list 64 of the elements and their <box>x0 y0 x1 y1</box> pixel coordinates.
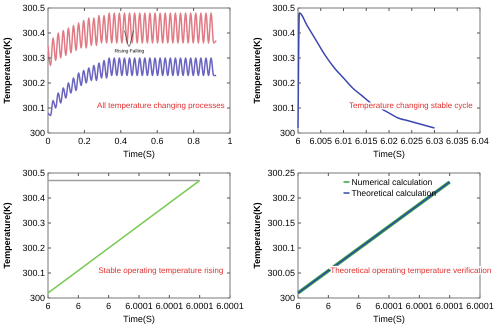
x-tick-label: 6.0001 <box>375 301 403 311</box>
x-tick-label: 6 <box>295 136 301 146</box>
x-tick-label: 6 <box>106 301 112 311</box>
y-tick-label: 300.5 <box>22 168 45 178</box>
annotation: Stable operating temperature rising <box>98 266 224 275</box>
x-axis-title: Time(S) <box>123 149 155 159</box>
x-tick-label: 6.025 <box>400 136 424 146</box>
y-tick-label: 300.1 <box>272 243 295 253</box>
y-tick-label: 300.1 <box>272 103 295 113</box>
x-tick-label: 6.0001 <box>186 301 214 311</box>
y-tick-label: 300.4 <box>272 28 295 38</box>
y-tick-label: 300.2 <box>22 78 45 88</box>
y-tick-label: 300.2 <box>272 193 295 203</box>
x-axis-title: Time(S) <box>123 314 155 324</box>
y-tick-label: 300.1 <box>22 103 45 113</box>
y-tick-label: 300.3 <box>272 53 295 63</box>
legend-label: Numerical calculation <box>352 177 433 187</box>
x-tick-label: 1 <box>227 136 233 146</box>
x-tick-label: 0.4 <box>114 136 128 146</box>
x-tick-label: 6.02 <box>380 136 398 146</box>
y-tick-label: 300 <box>30 293 45 303</box>
x-tick-label: 0 <box>45 136 51 146</box>
y-tick-label: 300.4 <box>22 193 45 203</box>
y-tick-label: 300.15 <box>267 218 295 228</box>
x-tick-label: 6 <box>45 301 51 311</box>
x-tick-label: 6.01 <box>334 136 352 146</box>
y-tick-label: 300.5 <box>272 3 295 13</box>
x-tick-label: 6.005 <box>309 136 332 146</box>
y-tick-label: 300.25 <box>267 168 295 178</box>
x-tick-label: 6.015 <box>354 136 378 146</box>
x-axis-title: Time(S) <box>373 149 405 159</box>
x-tick-label: 6.0001 <box>406 301 434 311</box>
x-tick-label: 6 <box>76 301 81 311</box>
x-tick-label: 6.0001 <box>125 301 153 311</box>
x-tick-label: 6 <box>295 301 301 311</box>
y-tick-label: 300.2 <box>272 78 295 88</box>
annotation: All temperature changing processes <box>97 101 225 110</box>
x-tick-label: 6.0001 <box>436 301 464 311</box>
y-axis-title: Temperature(K) <box>252 202 262 269</box>
y-tick-label: 300.3 <box>22 218 45 228</box>
x-tick-label: 6.0001 <box>466 301 494 311</box>
y-tick-label: 300 <box>280 293 295 303</box>
y-tick-label: 300.5 <box>22 3 45 13</box>
x-tick-label: 6 <box>356 301 362 311</box>
y-tick-label: 300.1 <box>22 268 45 278</box>
y-tick-label: 300.4 <box>22 28 45 38</box>
x-tick-label: 6.0001 <box>156 301 184 311</box>
x-tick-label: 0.6 <box>150 136 164 146</box>
x-tick-label: 0.8 <box>187 136 200 146</box>
y-tick-label: 300.3 <box>22 53 45 63</box>
x-tick-label: 6.035 <box>446 136 469 146</box>
x-tick-label: 6.04 <box>471 136 489 146</box>
y-tick-label: 300 <box>30 128 45 138</box>
y-tick-label: 300.05 <box>267 268 295 278</box>
x-tick-label: 6 <box>326 301 331 311</box>
x-axis-title: Time(S) <box>373 314 405 324</box>
y-tick-label: 300 <box>280 128 295 138</box>
y-axis-title: Temperature(K) <box>2 37 12 104</box>
x-tick-label: 0.2 <box>78 136 91 146</box>
y-axis-title: Temperature(K) <box>2 202 12 269</box>
y-tick-label: 300.2 <box>22 243 45 253</box>
y-axis-title: Temperature(K) <box>252 37 262 104</box>
x-tick-label: 6.03 <box>426 136 444 146</box>
x-tick-label: 6.0001 <box>216 301 244 311</box>
